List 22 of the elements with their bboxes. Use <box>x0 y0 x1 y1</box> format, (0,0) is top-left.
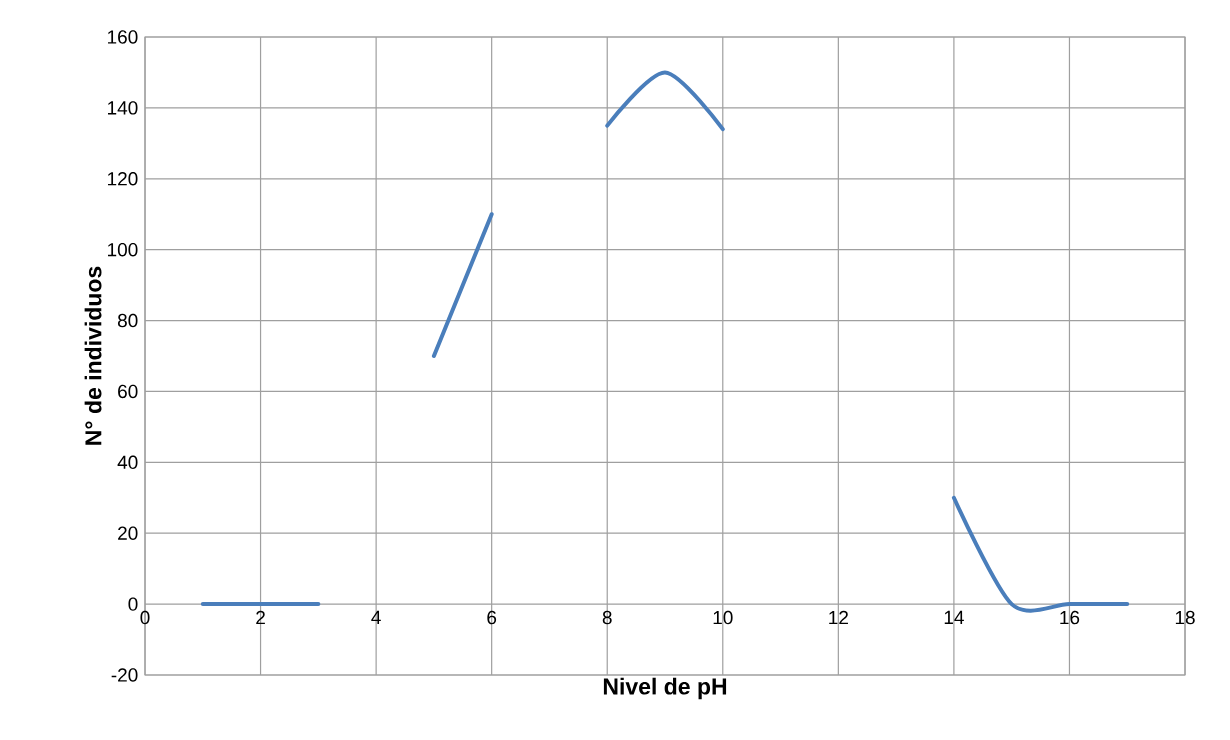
x-tick-label: 18 <box>1175 610 1195 625</box>
x-tick-label: 0 <box>140 610 150 625</box>
x-tick-label: 16 <box>1060 610 1080 625</box>
y-tick-label: 100 <box>108 242 138 257</box>
y-tick-label: 80 <box>117 313 138 328</box>
x-tick-label: 12 <box>829 610 848 625</box>
x-tick-label: 6 <box>487 610 497 625</box>
y-tick-label: 0 <box>128 597 138 611</box>
y-tick-label: 160 <box>108 30 138 44</box>
x-axis-title: Nivel de pH <box>603 677 727 700</box>
x-tick-label: 4 <box>371 610 381 624</box>
x-tick-label: 14 <box>944 610 964 624</box>
y-tick-label: 40 <box>117 455 138 470</box>
x-tick-label: 2 <box>256 610 265 625</box>
y-tick-label: 60 <box>118 384 138 399</box>
y-axis-title: N° de individuos <box>84 266 102 445</box>
y-tick-label: 120 <box>108 172 138 186</box>
x-tick-label: 8 <box>602 610 612 625</box>
y-tick-label: 140 <box>108 101 138 115</box>
y-tick-label: -20 <box>111 668 138 682</box>
y-tick-label: 20 <box>118 526 138 540</box>
x-tick-label: 10 <box>713 610 733 625</box>
